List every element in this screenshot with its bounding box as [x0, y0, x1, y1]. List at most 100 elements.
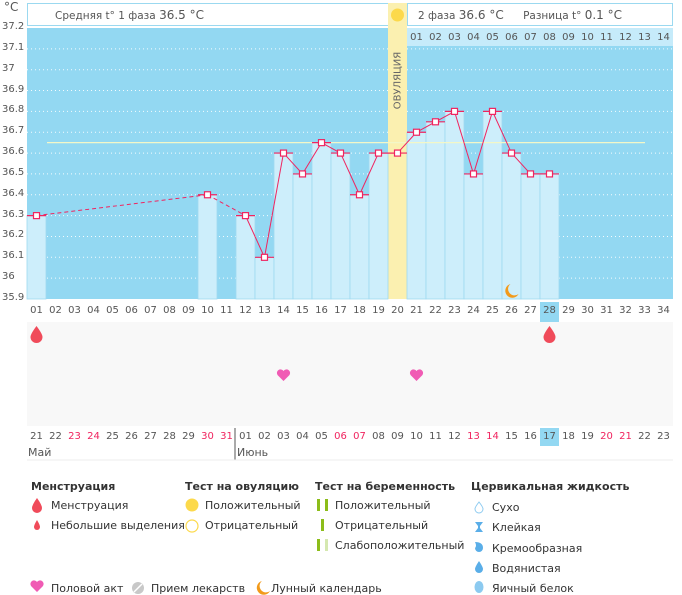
cycle-day-label[interactable]: 27: [524, 305, 537, 316]
phase2-day-label[interactable]: 09: [562, 32, 575, 43]
cycle-day-label[interactable]: 26: [505, 305, 518, 316]
phase2-day-label[interactable]: 02: [429, 32, 442, 43]
calendar-date[interactable]: 05: [315, 431, 328, 442]
phase2-day-label[interactable]: 05: [486, 32, 499, 43]
cycle-day-label[interactable]: 21: [410, 305, 423, 316]
calendar-date[interactable]: 19: [581, 431, 594, 442]
calendar-date[interactable]: 14: [486, 431, 499, 442]
phase2-day-label[interactable]: 03: [448, 32, 461, 43]
cycle-day-label[interactable]: 02: [49, 305, 62, 316]
cycle-day-label[interactable]: 03: [68, 305, 81, 316]
phase2-day-label[interactable]: 07: [524, 32, 537, 43]
cycle-day-label[interactable]: 05: [106, 305, 119, 316]
phase2-day-label[interactable]: 11: [600, 32, 613, 43]
cycle-day-label[interactable]: 11: [220, 305, 233, 316]
cycle-day-label[interactable]: 25: [486, 305, 499, 316]
calendar-date[interactable]: 25: [106, 431, 119, 442]
cycle-day-label[interactable]: 10: [201, 305, 214, 316]
cycle-day-label[interactable]: 34: [657, 305, 670, 316]
calendar-date[interactable]: 20: [600, 431, 613, 442]
cycle-day-label[interactable]: 29: [562, 305, 575, 316]
cycle-day-label[interactable]: 32: [619, 305, 632, 316]
calendar-date[interactable]: 02: [258, 431, 271, 442]
calendar-date[interactable]: 09: [391, 431, 404, 442]
phase1-value: 36.5 °C: [159, 8, 204, 22]
phase2-day-label[interactable]: 08: [543, 32, 556, 43]
cycle-day-label[interactable]: 24: [467, 305, 480, 316]
calendar-date[interactable]: 04: [296, 431, 309, 442]
temperature-bar: [368, 152, 389, 300]
calendar-date[interactable]: 28: [163, 431, 176, 442]
calendar-date[interactable]: 10: [410, 431, 423, 442]
phase2-day-label[interactable]: 10: [581, 32, 594, 43]
phase2-day-label[interactable]: 13: [638, 32, 651, 43]
cycle-day-label[interactable]: 22: [429, 305, 442, 316]
calendar-date[interactable]: 22: [49, 431, 62, 442]
month-label: Май: [28, 446, 52, 459]
y-tick-label: 36.4: [2, 187, 25, 199]
calendar-date[interactable]: 23: [657, 431, 670, 442]
calendar-date[interactable]: 13: [467, 431, 480, 442]
cycle-day-label[interactable]: 15: [296, 305, 309, 316]
cycle-day-label[interactable]: 09: [182, 305, 195, 316]
phase2-day-label[interactable]: 14: [657, 32, 670, 43]
legend-pregnancy-title: Тест на беременность: [315, 480, 456, 493]
calendar-date[interactable]: 15: [505, 431, 518, 442]
phase2-day-label[interactable]: 04: [467, 32, 480, 43]
cycle-day-label[interactable]: 13: [258, 305, 271, 316]
calendar-date[interactable]: 24: [87, 431, 100, 442]
calendar-date[interactable]: 12: [448, 431, 461, 442]
spotting-drop-icon: [34, 520, 40, 530]
legend-ovulation-title: Тест на овуляцию: [185, 480, 299, 493]
cycle-day-label[interactable]: 04: [87, 305, 100, 316]
cycle-day-label[interactable]: 30: [581, 305, 594, 316]
cycle-day-label[interactable]: 16: [315, 305, 328, 316]
ovulation-positive-icon: [185, 498, 199, 512]
calendar-date[interactable]: 17: [543, 431, 556, 442]
legend-item-moon: Лунный календарь: [271, 582, 382, 595]
calendar-date[interactable]: 08: [372, 431, 385, 442]
calendar-date[interactable]: 03: [277, 431, 290, 442]
temperature-plot: [26, 3, 673, 461]
calendar-date[interactable]: 30: [201, 431, 214, 442]
calendar-date[interactable]: 21: [619, 431, 632, 442]
cycle-day-label[interactable]: 07: [144, 305, 157, 316]
calendar-date[interactable]: 07: [353, 431, 366, 442]
legend-item-intercourse: Половой акт: [51, 582, 124, 595]
legend-item-menstruation: Менструация: [51, 499, 129, 512]
calendar-date[interactable]: 31: [220, 431, 233, 442]
calendar-date[interactable]: 29: [182, 431, 195, 442]
cycle-day-label[interactable]: 33: [638, 305, 651, 316]
cycle-day-label[interactable]: 20: [391, 305, 404, 316]
calendar-date[interactable]: 21: [30, 431, 43, 442]
cycle-day-label[interactable]: 31: [600, 305, 613, 316]
phase2-day-label[interactable]: 06: [505, 32, 518, 43]
temperature-bar: [425, 121, 446, 300]
cycle-day-label[interactable]: 19: [372, 305, 385, 316]
cycle-day-label[interactable]: 23: [448, 305, 461, 316]
cycle-day-label[interactable]: 12: [239, 305, 252, 316]
cycle-day-label[interactable]: 28: [543, 305, 556, 316]
calendar-date[interactable]: 26: [125, 431, 138, 442]
calendar-date[interactable]: 27: [144, 431, 157, 442]
calendar-date[interactable]: 06: [334, 431, 347, 442]
cycle-day-label[interactable]: 01: [30, 305, 43, 316]
pill-icon: [132, 582, 144, 594]
temperature-bar: [330, 152, 351, 300]
y-tick-label: 36.3: [2, 208, 25, 220]
cycle-day-label[interactable]: 14: [277, 305, 290, 316]
cycle-day-label[interactable]: 18: [353, 305, 366, 316]
phase2-day-label[interactable]: 01: [410, 32, 423, 43]
cycle-day-label[interactable]: 17: [334, 305, 347, 316]
temperature-point: [545, 170, 554, 178]
calendar-date[interactable]: 16: [524, 431, 537, 442]
calendar-date[interactable]: 18: [562, 431, 575, 442]
calendar-date[interactable]: 01: [239, 431, 252, 442]
cycle-day-label[interactable]: 08: [163, 305, 176, 316]
calendar-date[interactable]: 23: [68, 431, 81, 442]
calendar-date[interactable]: 11: [429, 431, 442, 442]
phase2-day-label[interactable]: 12: [619, 32, 632, 43]
cycle-day-label[interactable]: 06: [125, 305, 138, 316]
calendar-date[interactable]: 22: [638, 431, 651, 442]
